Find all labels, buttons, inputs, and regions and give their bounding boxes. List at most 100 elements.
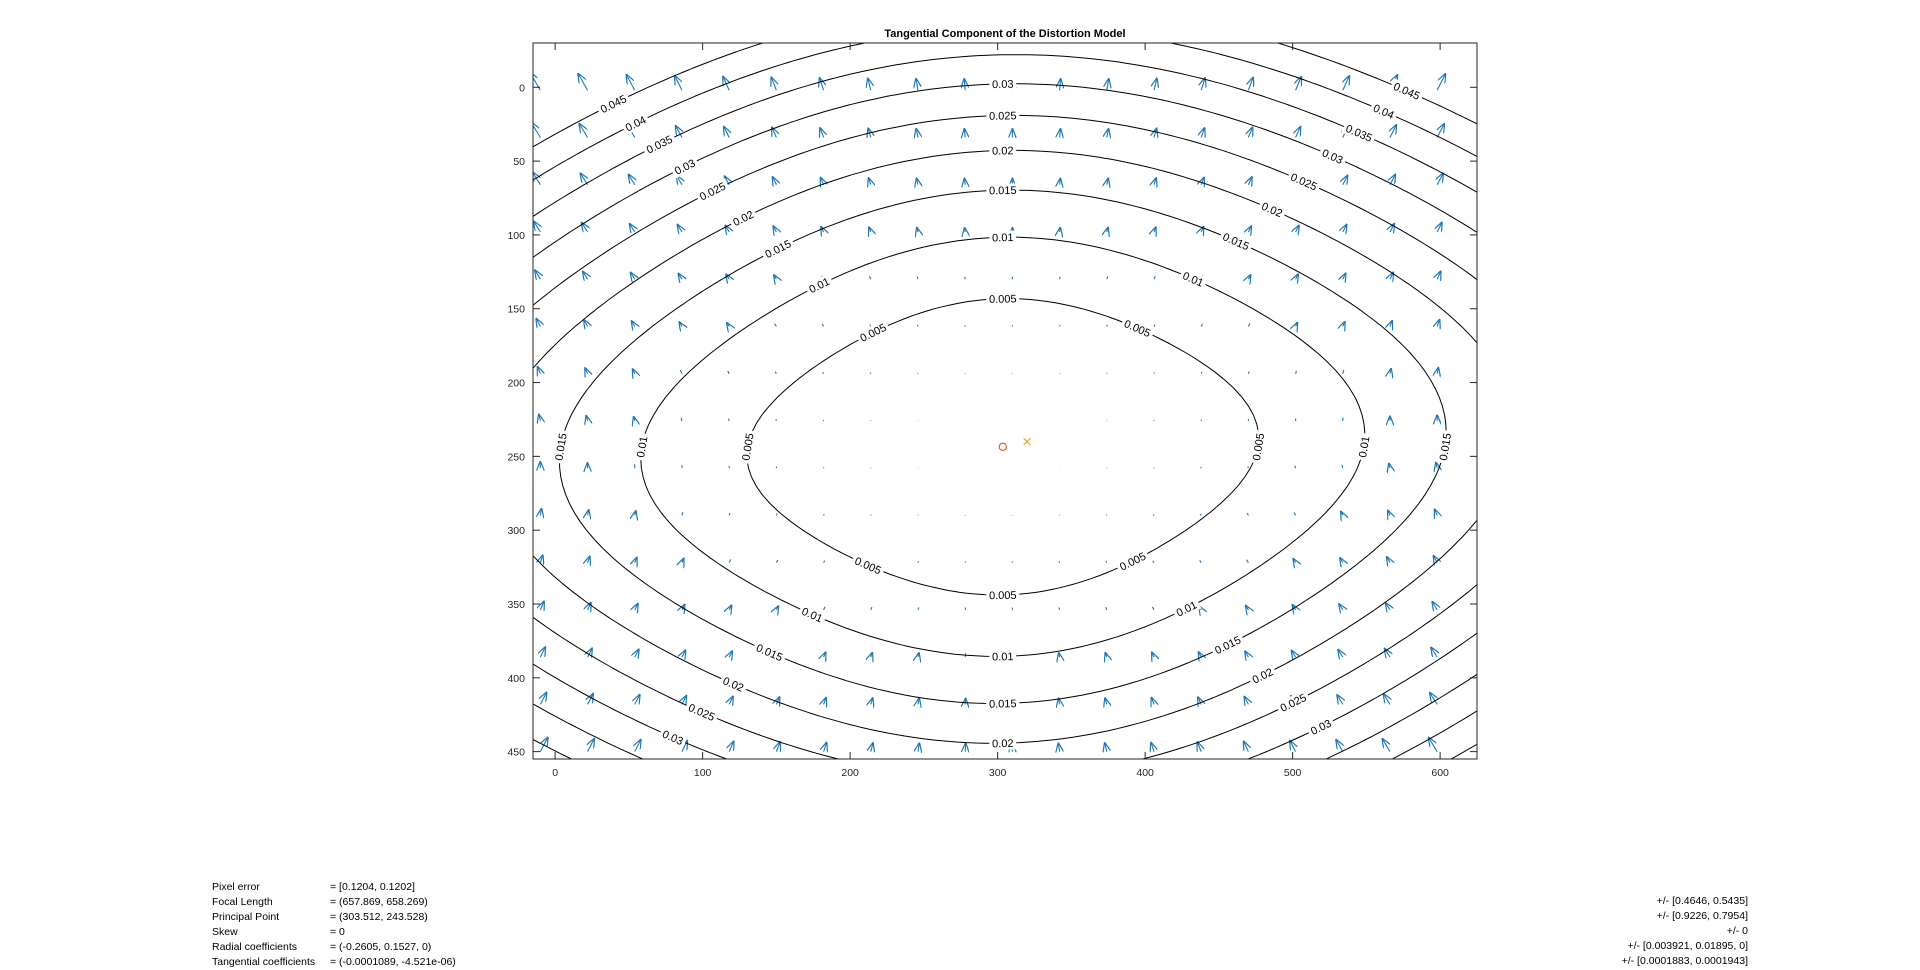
contour-label: 0.01 [1181, 270, 1205, 290]
y-tick-label: 250 [507, 451, 525, 463]
quiver-arrow [869, 276, 870, 279]
quiver-arrow [774, 275, 776, 279]
quiver-arrow [917, 325, 918, 327]
contour-label: 0.01 [1357, 435, 1372, 458]
quiver-arrow [824, 561, 825, 563]
quiver-arrow [868, 79, 871, 91]
quiver-arrow [776, 606, 778, 610]
quiver-arrow [1296, 274, 1299, 279]
quiver-arrow [1343, 225, 1347, 232]
quiver-arrow [1293, 559, 1295, 563]
quiver-arrow [1244, 742, 1249, 752]
quiver-arrow [678, 225, 682, 232]
contour-label: 0.03 [660, 729, 684, 749]
quiver-arrow [635, 604, 638, 610]
quiver-arrow [538, 367, 541, 374]
quiver-arrow [1154, 227, 1156, 232]
stats-uncertainty: +/- [0.9226, 0.7954] [1622, 909, 1748, 924]
quiver-arrow [535, 270, 540, 279]
quiver-arrow [681, 418, 682, 421]
quiver-arrow [1244, 697, 1248, 705]
quiver-arrow [824, 652, 826, 657]
x-tick-label: 300 [989, 767, 1007, 779]
quiver-arrow [776, 514, 777, 516]
calibration-stats: Pixel error= [0.1204, 0.1202]Focal Lengt… [212, 880, 456, 970]
quiver-arrow [1429, 738, 1438, 752]
quiver-arrow [1201, 28, 1205, 43]
y-tick-label: 200 [507, 378, 525, 390]
quiver-arrow [1296, 323, 1298, 327]
quiver-arrow [626, 75, 634, 90]
contour-label: 0.02 [721, 675, 745, 695]
contour-label: 0.03 [1320, 147, 1344, 167]
quiver-arrow [917, 178, 918, 184]
quiver-arrow [1437, 24, 1446, 43]
y-tick-label: 0 [519, 82, 525, 94]
quiver-arrow [1106, 561, 1107, 563]
quiver-arrow [1296, 226, 1299, 232]
quiver-arrow [1435, 509, 1437, 515]
quiver-arrow [1248, 27, 1253, 43]
quiver-arrow [918, 743, 919, 751]
quiver-arrow [822, 324, 823, 326]
quiver-arrow [729, 697, 733, 705]
contour-label: 0.01 [992, 651, 1014, 663]
quiver-arrow [1248, 226, 1251, 232]
quiver-arrow [1060, 79, 1061, 90]
quiver-arrow [820, 128, 823, 137]
quiver-arrow [1107, 129, 1109, 138]
stats-uncertainty: +/- [0.003921, 0.01895, 0] [1622, 939, 1748, 954]
quiver-arrow [776, 560, 777, 563]
y-tick-label: 300 [507, 525, 525, 537]
quiver-arrow [916, 129, 918, 138]
x-tick-label: 0 [552, 767, 558, 779]
quiver-arrow [680, 370, 682, 374]
stats-row: Radial coefficients= (-0.2605, 0.1527, 0… [212, 940, 456, 955]
quiver-arrow [1153, 514, 1154, 515]
quiver-arrow [577, 23, 588, 43]
quiver-arrow [1248, 323, 1249, 326]
quiver-arrow [1154, 129, 1157, 138]
quiver-arrow [1343, 274, 1346, 280]
stats-value: = (-0.2605, 0.1527, 0) [330, 940, 431, 955]
quiver-arrow [1152, 607, 1154, 610]
quiver-arrow [1295, 466, 1296, 469]
quiver-arrow [540, 555, 542, 562]
quiver-arrow [823, 372, 824, 373]
quiver-arrow [540, 509, 541, 516]
quiver-arrow [1343, 76, 1349, 90]
x-tick-label: 100 [694, 767, 712, 779]
quiver-arrow [1437, 223, 1442, 232]
quiver-arrow [1201, 372, 1202, 374]
quiver-arrow [964, 79, 965, 90]
quiver-arrow [1338, 650, 1343, 657]
quiver-arrow [588, 694, 594, 705]
quiver-arrow [682, 650, 686, 657]
contour-label: 0.01 [992, 232, 1014, 244]
quiver-arrow [1151, 743, 1154, 752]
quiver-arrow [771, 77, 776, 90]
quiver-arrow [1200, 514, 1201, 516]
quiver-arrow [728, 419, 729, 421]
quiver-arrow [1154, 325, 1155, 327]
quiver-arrow [869, 178, 871, 185]
quiver-arrow [536, 319, 540, 327]
quiver-arrow [1201, 78, 1205, 90]
quiver-arrow [635, 511, 636, 515]
quiver-arrow [1153, 561, 1154, 563]
quiver-arrow [1248, 177, 1251, 185]
quiver-arrow [1432, 602, 1437, 610]
quiver-arrow [1386, 603, 1390, 610]
quiver-arrow [674, 25, 682, 43]
quiver-arrow [1437, 173, 1443, 184]
quiver-arrow [540, 738, 547, 752]
contour-label: 0.015 [989, 185, 1017, 198]
contour-label: 0.03 [992, 79, 1014, 91]
quiver-arrow [1107, 276, 1108, 279]
principal-point-marker [999, 443, 1006, 450]
quiver-arrow [918, 698, 919, 704]
quiver-arrow [588, 557, 590, 563]
quiver-arrow [773, 177, 777, 185]
quiver-arrow [1343, 176, 1348, 185]
y-tick-label: 450 [507, 747, 525, 759]
